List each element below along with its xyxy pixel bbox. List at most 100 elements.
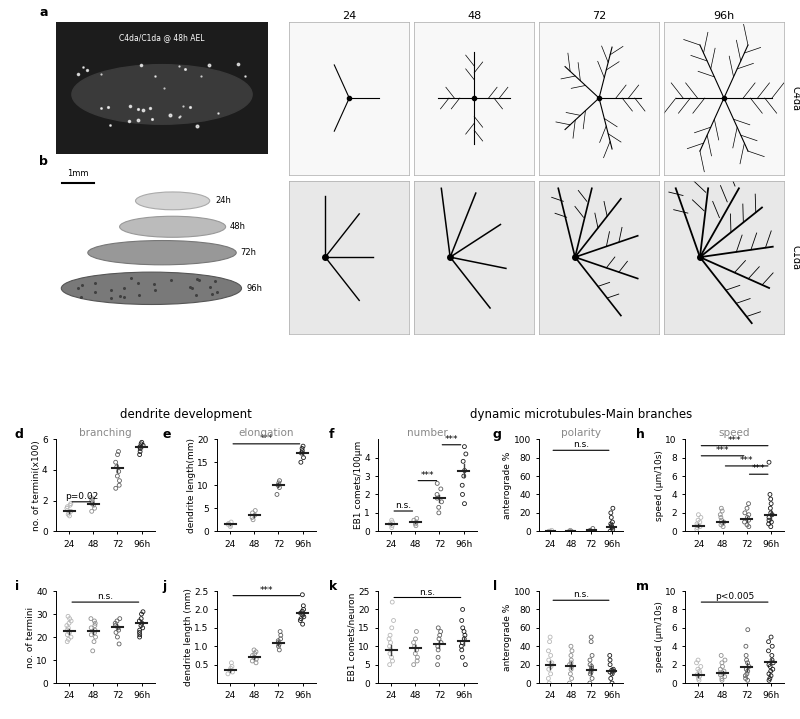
Point bbox=[607, 665, 620, 677]
Text: ***: *** bbox=[728, 436, 742, 445]
Point bbox=[764, 521, 777, 532]
Text: g: g bbox=[493, 429, 502, 441]
Point bbox=[740, 650, 753, 661]
Point bbox=[764, 661, 777, 672]
Point bbox=[61, 629, 74, 641]
Point bbox=[383, 641, 396, 652]
Point bbox=[458, 629, 471, 641]
Point bbox=[134, 443, 146, 454]
Point bbox=[694, 516, 706, 528]
Point bbox=[88, 503, 101, 514]
Text: e: e bbox=[162, 429, 171, 441]
Point bbox=[565, 641, 578, 652]
Point bbox=[63, 613, 76, 624]
Point bbox=[62, 633, 75, 645]
Point bbox=[134, 624, 146, 636]
Point bbox=[604, 526, 617, 537]
Y-axis label: no. of termini(x100): no. of termini(x100) bbox=[31, 440, 41, 531]
Point bbox=[111, 631, 124, 643]
Point bbox=[274, 633, 287, 645]
Y-axis label: EB1 comets/100μm: EB1 comets/100μm bbox=[354, 441, 362, 529]
Point bbox=[456, 480, 469, 491]
Point bbox=[410, 513, 423, 524]
Point bbox=[274, 626, 286, 637]
Point bbox=[248, 644, 261, 656]
Point bbox=[585, 664, 598, 676]
Point bbox=[434, 629, 446, 641]
Point bbox=[137, 439, 150, 451]
Point bbox=[297, 604, 310, 615]
Point bbox=[295, 447, 308, 459]
Text: i: i bbox=[14, 580, 18, 593]
Point bbox=[586, 663, 598, 674]
Text: C1da: C1da bbox=[790, 244, 800, 270]
Point bbox=[742, 498, 755, 509]
Point bbox=[762, 457, 775, 468]
Point bbox=[765, 498, 778, 509]
Point bbox=[455, 641, 468, 652]
Point bbox=[432, 644, 445, 656]
Y-axis label: speed (μm/10s): speed (μm/10s) bbox=[655, 602, 664, 672]
Text: n.s.: n.s. bbox=[395, 501, 411, 510]
Point bbox=[86, 505, 98, 517]
Point bbox=[458, 441, 471, 452]
Point bbox=[62, 622, 74, 633]
Title: elongation: elongation bbox=[238, 429, 294, 439]
Point bbox=[224, 664, 237, 676]
Point bbox=[456, 604, 469, 615]
Point bbox=[585, 661, 598, 672]
Point bbox=[272, 641, 285, 652]
Point bbox=[692, 654, 705, 666]
Point bbox=[742, 509, 755, 521]
Point bbox=[113, 638, 126, 650]
Point bbox=[61, 503, 74, 514]
Point bbox=[87, 500, 100, 511]
Text: l: l bbox=[493, 580, 497, 593]
Point bbox=[250, 646, 262, 657]
Point bbox=[742, 521, 755, 532]
Point bbox=[606, 522, 618, 533]
Point bbox=[584, 525, 597, 536]
Point bbox=[222, 518, 234, 530]
Point bbox=[693, 674, 706, 686]
Point bbox=[692, 515, 705, 526]
Point bbox=[65, 498, 78, 509]
Point bbox=[297, 441, 310, 452]
Point bbox=[605, 521, 618, 532]
Point bbox=[226, 661, 238, 672]
Point bbox=[762, 515, 775, 526]
Point bbox=[246, 512, 258, 523]
Point bbox=[386, 515, 398, 526]
Point bbox=[224, 520, 237, 531]
Point bbox=[542, 673, 554, 684]
Text: n.s.: n.s. bbox=[573, 440, 589, 449]
Title: number: number bbox=[407, 429, 448, 439]
Point bbox=[294, 615, 306, 626]
Text: n.s.: n.s. bbox=[419, 587, 435, 597]
Point bbox=[89, 618, 102, 629]
Point bbox=[135, 618, 148, 629]
Point bbox=[113, 475, 126, 486]
Point bbox=[542, 645, 555, 656]
Point bbox=[273, 638, 286, 650]
Point bbox=[545, 661, 558, 672]
Point bbox=[694, 521, 706, 532]
Point bbox=[764, 493, 777, 505]
Point bbox=[430, 493, 443, 504]
Point bbox=[742, 624, 754, 636]
Text: 1mm: 1mm bbox=[67, 169, 89, 178]
Point bbox=[565, 650, 578, 661]
Point bbox=[134, 620, 147, 631]
Point bbox=[543, 677, 556, 689]
Point bbox=[741, 519, 754, 531]
Title: 24: 24 bbox=[342, 11, 357, 21]
Point bbox=[584, 668, 597, 679]
Point bbox=[65, 631, 78, 643]
Text: ***: *** bbox=[421, 471, 434, 480]
Y-axis label: no. of termini: no. of termini bbox=[26, 607, 34, 668]
Point bbox=[585, 631, 598, 643]
Point bbox=[692, 509, 705, 521]
Point bbox=[458, 498, 471, 509]
Point bbox=[765, 631, 778, 643]
Point bbox=[386, 622, 398, 633]
